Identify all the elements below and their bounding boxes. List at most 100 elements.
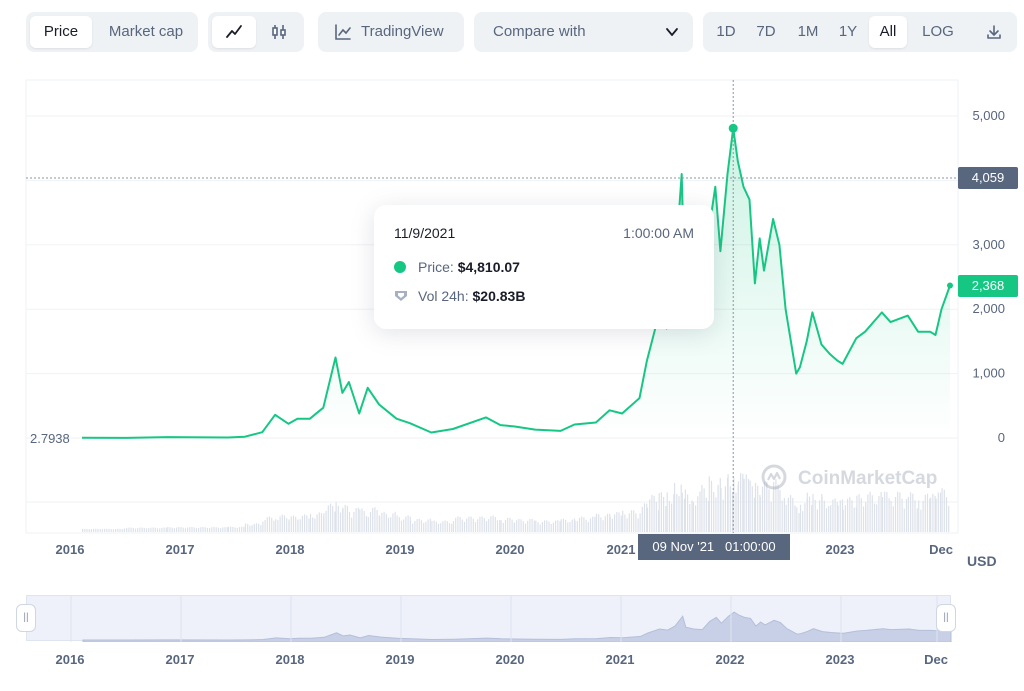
volume-bar bbox=[271, 517, 273, 532]
volume-bar bbox=[281, 514, 283, 532]
tab-market-cap[interactable]: Market cap bbox=[108, 23, 184, 40]
volume-bar bbox=[567, 522, 569, 532]
volume-bar bbox=[618, 512, 620, 532]
volume-bar bbox=[407, 515, 409, 532]
last-point bbox=[947, 282, 953, 289]
volume-bar bbox=[193, 527, 195, 532]
volume-bar bbox=[622, 510, 624, 532]
volume-bar bbox=[890, 500, 892, 532]
volume-bar bbox=[930, 497, 932, 532]
volume-bar bbox=[309, 513, 312, 532]
volume-bar bbox=[926, 493, 929, 532]
volume-bar bbox=[710, 480, 713, 532]
volume-bar bbox=[224, 527, 226, 532]
volume-bar bbox=[379, 516, 381, 532]
volume-bar bbox=[477, 519, 479, 532]
volume-bar bbox=[365, 516, 367, 532]
compare-with-dropdown[interactable]: Compare with bbox=[474, 12, 693, 52]
navigator-tick-label: 2021 bbox=[605, 652, 635, 667]
volume-bar bbox=[268, 516, 271, 532]
volume-bar bbox=[457, 516, 459, 532]
volume-bar bbox=[150, 527, 152, 532]
volume-bar bbox=[292, 515, 295, 532]
volume-bar bbox=[531, 519, 533, 532]
x-tick-label: Dec bbox=[929, 542, 953, 557]
volume-bar bbox=[535, 520, 537, 532]
volume-bar bbox=[680, 484, 682, 532]
volume-bar bbox=[318, 512, 320, 532]
volume-bar bbox=[691, 500, 693, 532]
volume-bar bbox=[548, 521, 550, 532]
volume-bar bbox=[479, 516, 481, 532]
tradingview-button[interactable]: TradingView bbox=[318, 12, 464, 52]
volume-bar bbox=[799, 504, 802, 532]
volume-bar bbox=[552, 522, 554, 532]
volume-bar bbox=[288, 519, 290, 532]
volume-bar bbox=[924, 494, 926, 532]
volume-bar bbox=[392, 513, 394, 532]
volume-bar bbox=[95, 528, 97, 532]
range-1d-button[interactable]: 1D bbox=[716, 23, 736, 40]
volume-bar bbox=[308, 518, 310, 532]
volume-bar bbox=[323, 513, 325, 532]
y-tick-label: 2,000 bbox=[972, 301, 1005, 316]
volume-bar bbox=[529, 519, 531, 532]
tooltip-price-value: $4,810.07 bbox=[457, 259, 520, 275]
volume-bar bbox=[849, 497, 851, 532]
y-tick-label: 3,000 bbox=[972, 237, 1005, 252]
volume-bar bbox=[886, 492, 888, 532]
navigator-left-handle[interactable]: || bbox=[16, 604, 36, 632]
navigator-right-handle[interactable]: || bbox=[936, 604, 956, 632]
volume-bar bbox=[238, 527, 241, 532]
volume-bar bbox=[787, 497, 789, 532]
volume-bar bbox=[832, 499, 834, 532]
volume-bar bbox=[143, 527, 145, 532]
volume-bar bbox=[369, 511, 372, 532]
volume-bar bbox=[496, 520, 499, 532]
volume-bar bbox=[707, 501, 710, 532]
range-navigator[interactable] bbox=[26, 595, 952, 642]
tab-price[interactable]: Price bbox=[30, 16, 92, 48]
volume-bar bbox=[266, 517, 268, 532]
volume-bar bbox=[581, 516, 583, 532]
volume-bar bbox=[899, 492, 901, 532]
volume-bar bbox=[286, 518, 288, 532]
volume-bar bbox=[609, 516, 611, 532]
range-1y-button[interactable]: 1Y bbox=[838, 23, 858, 40]
log-scale-button[interactable]: LOG bbox=[922, 23, 954, 40]
volume-bar bbox=[592, 516, 594, 532]
currency-label: USD bbox=[967, 553, 997, 569]
volume-bar bbox=[429, 518, 431, 532]
volume-bar bbox=[88, 529, 90, 532]
volume-bar bbox=[448, 523, 451, 532]
volume-bar bbox=[764, 481, 766, 532]
candlestick-button[interactable] bbox=[258, 16, 300, 48]
download-button[interactable] bbox=[975, 16, 1013, 48]
volume-bar bbox=[816, 509, 818, 532]
volume-bar bbox=[888, 498, 890, 532]
range-all-button[interactable]: All bbox=[869, 16, 907, 48]
volume-bar bbox=[372, 507, 374, 532]
volume-bar bbox=[604, 516, 606, 532]
volume-bar bbox=[500, 520, 502, 532]
tooltip-price-row: Price: $4,810.07 bbox=[394, 259, 520, 275]
range-1m-button[interactable]: 1M bbox=[797, 23, 819, 40]
volume-bar bbox=[206, 527, 208, 532]
min-price-label: 2.7938 bbox=[30, 431, 70, 446]
volume-bar bbox=[740, 473, 742, 532]
volume-bar bbox=[665, 506, 667, 532]
volume-bar bbox=[481, 516, 483, 532]
range-7d-button[interactable]: 7D bbox=[756, 23, 776, 40]
volume-bar bbox=[562, 518, 564, 532]
volume-bar bbox=[594, 516, 596, 532]
volume-bar bbox=[768, 489, 770, 532]
volume-bar bbox=[606, 513, 609, 532]
price-chart[interactable]: 0 1,000 2,000 3,000 5,000 CoinMarketCap 2.79… bbox=[0, 70, 1024, 570]
x-tick-label: 2019 bbox=[385, 542, 415, 557]
line-chart-button[interactable] bbox=[212, 16, 256, 48]
volume-bar bbox=[753, 497, 756, 532]
volume-bar bbox=[381, 512, 383, 532]
volume-bar bbox=[253, 523, 255, 532]
volume-bar bbox=[412, 523, 414, 532]
price-chart-svg[interactable]: 0 1,000 2,000 3,000 5,000 CoinMarketCap bbox=[0, 70, 1024, 570]
